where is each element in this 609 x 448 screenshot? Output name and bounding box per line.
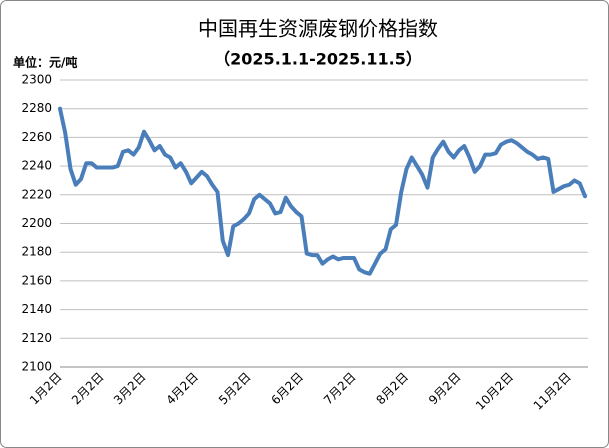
y-tick-label: 2180: [21, 245, 52, 259]
y-axis-label: 单位：元/吨: [13, 55, 77, 70]
y-tick-label: 2200: [21, 216, 52, 230]
y-tick-label: 2120: [21, 331, 52, 345]
y-tick-label: 2260: [21, 130, 52, 144]
y-tick-label: 2160: [21, 273, 52, 287]
chart-subtitle: （2025.1.1-2025.11.5）: [214, 50, 422, 69]
chart-title: 中国再生资源废钢价格指数: [198, 17, 438, 41]
line-series: [58, 106, 587, 276]
y-tick-label: 2240: [21, 159, 52, 173]
y-tick-label: 2300: [21, 73, 52, 87]
y-tick-label: 2220: [21, 187, 52, 201]
y-tick-label: 2100: [21, 360, 52, 374]
y-tick-label: 2280: [21, 101, 52, 115]
y-tick-label: 2140: [21, 302, 52, 316]
